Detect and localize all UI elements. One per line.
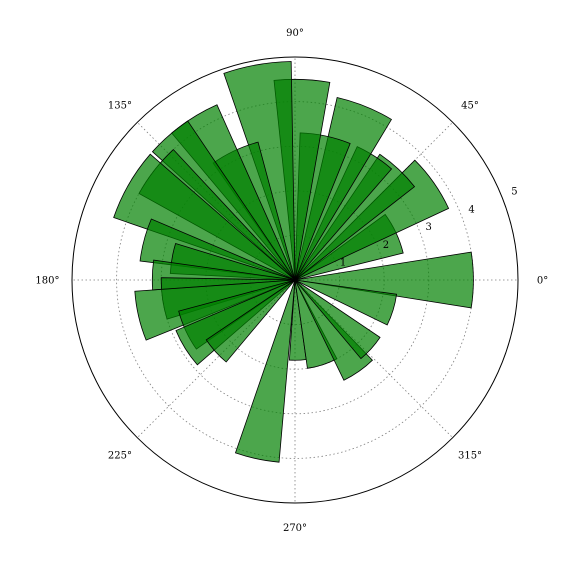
r-tick-label: 2: [383, 240, 389, 251]
r-tick-label: 1: [340, 258, 346, 269]
theta-tick-label: 90°: [286, 28, 304, 39]
r-tick-label: 3: [426, 222, 432, 233]
theta-tick-label: 270°: [283, 523, 307, 534]
polar-bar: [151, 120, 296, 281]
theta-tick-label: 225°: [108, 451, 132, 462]
r-tick-label: 5: [511, 187, 517, 198]
theta-tick-label: 180°: [35, 276, 59, 287]
polar-bar: [294, 279, 374, 381]
polar-bar: [294, 153, 416, 281]
theta-tick-label: 135°: [108, 100, 132, 111]
polar-bar: [113, 153, 296, 281]
polar-bar: [294, 279, 381, 360]
polar-bar: [294, 251, 474, 309]
polar-bar: [205, 279, 296, 363]
polar-bar: [234, 279, 296, 463]
labels-layer: 0° 45° 90° 135° 180° 225° 270° 315° 1 2 3 4 5: [35, 28, 548, 534]
bars-layer: [113, 61, 474, 463]
theta-tick-label: 315°: [458, 451, 482, 462]
theta-tick-label: 45°: [461, 100, 479, 111]
outer-axis-circle: [71, 56, 519, 504]
theta-tick-label: 0°: [537, 276, 548, 287]
polar-bar: [294, 279, 398, 326]
r-tick-label: 4: [468, 204, 474, 215]
polar-bar: [294, 97, 393, 281]
